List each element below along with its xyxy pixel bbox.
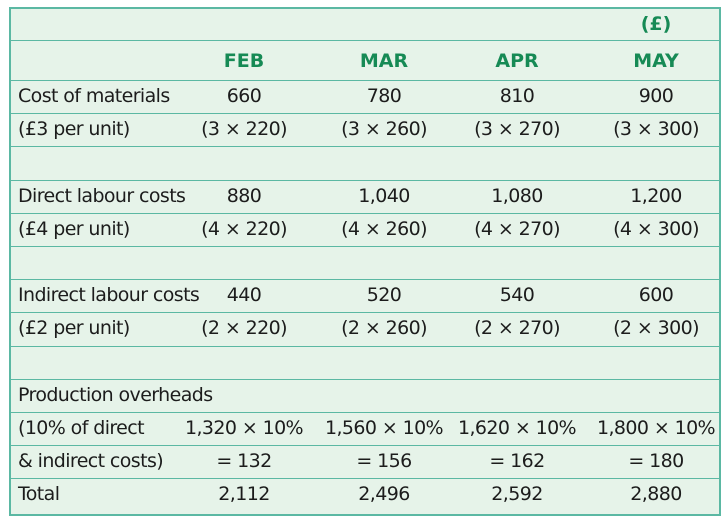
- cell-value: (4 × 260): [341, 217, 427, 240]
- column-header: MAY: [633, 50, 679, 72]
- row-line: [11, 345, 719, 347]
- cell-value: 900: [638, 85, 674, 107]
- cell-value: = 180: [628, 450, 684, 473]
- row-line: [11, 146, 719, 148]
- cell-value: 1,800 × 10%: [596, 417, 716, 439]
- cell-value: 1,040: [358, 184, 410, 207]
- cost-table: (£) FEB MAR APR MAY Cost of materials 660 780 8…: [9, 7, 721, 516]
- cell-value: 880: [226, 184, 262, 207]
- cell-value: (2 × 260): [341, 317, 427, 340]
- row-line: [11, 179, 719, 181]
- cell-value: 780: [366, 85, 402, 107]
- column-header: FEB: [223, 50, 265, 72]
- row-line: [11, 113, 719, 115]
- cell-value: (2 × 270): [474, 317, 560, 340]
- cell-value: (3 × 300): [613, 118, 699, 141]
- cell-value: 1,620 × 10%: [457, 417, 577, 439]
- cell-value: = 132: [216, 450, 272, 473]
- cell-value: 660: [226, 85, 262, 107]
- row-line: [11, 312, 719, 314]
- row-line: [11, 246, 719, 247]
- row-label: & indirect costs): [18, 450, 164, 473]
- cell-value: 440: [226, 284, 262, 307]
- row-line: [11, 40, 719, 41]
- row-label: Cost of materials: [18, 85, 170, 107]
- cell-value: 520: [366, 284, 402, 307]
- row-label: (10% of direct: [18, 417, 145, 439]
- row-label: (£3 per unit): [18, 118, 130, 141]
- cell-value: (4 × 300): [613, 217, 699, 240]
- column-header: MAR: [359, 50, 409, 72]
- cell-value: 1,560 × 10%: [324, 417, 444, 439]
- cell-value: 2,112: [218, 483, 270, 506]
- cell-value: (2 × 220): [201, 317, 287, 340]
- cell-value: 600: [638, 284, 674, 307]
- cell-value: (3 × 260): [341, 118, 427, 141]
- row-label: Total: [18, 483, 60, 506]
- row-line: [11, 378, 719, 380]
- cell-value: 2,592: [491, 483, 543, 506]
- cell-value: (4 × 220): [201, 217, 287, 240]
- row-label: (£4 per unit): [18, 217, 130, 240]
- cell-value: 810: [499, 85, 535, 107]
- cell-value: 540: [499, 284, 535, 307]
- row-line: [11, 80, 719, 81]
- row-line: [11, 478, 719, 480]
- cell-value: (3 × 270): [474, 118, 560, 141]
- cell-value: (4 × 270): [474, 217, 560, 240]
- row-line: [11, 412, 719, 413]
- cell-value: (3 × 220): [201, 118, 287, 141]
- cell-value: 2,880: [630, 483, 682, 506]
- row-label: (£2 per unit): [18, 317, 130, 340]
- cell-value: = 156: [356, 450, 412, 473]
- column-header: APR: [495, 50, 539, 72]
- currency-note: (£): [640, 13, 672, 35]
- cell-value: 1,200: [630, 184, 682, 207]
- cell-value: 1,080: [491, 184, 543, 207]
- row-line: [11, 279, 719, 281]
- row-line: [11, 445, 719, 447]
- cell-value: 1,320 × 10%: [184, 417, 304, 439]
- cell-value: 2,496: [358, 483, 410, 506]
- row-label: Direct labour costs: [18, 184, 186, 207]
- row-line: [11, 212, 719, 214]
- row-label: Indirect labour costs: [18, 284, 200, 307]
- cell-value: (2 × 300): [613, 317, 699, 340]
- cell-value: = 162: [489, 450, 545, 473]
- row-label: Production overheads: [18, 383, 213, 406]
